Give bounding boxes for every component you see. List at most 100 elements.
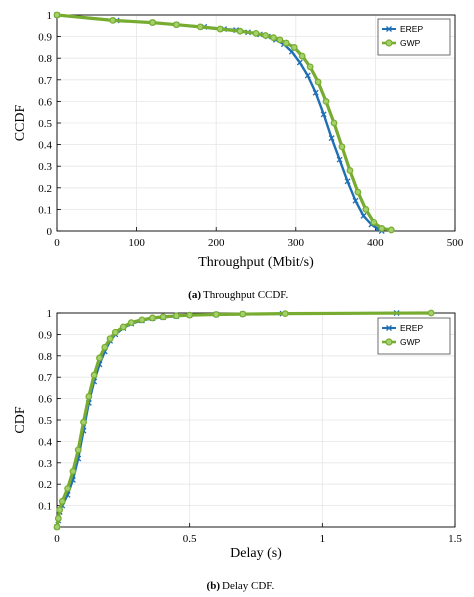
x-marker-stroke <box>312 89 319 96</box>
y-tick-label: 1 <box>47 10 53 22</box>
x-marker-stroke <box>336 156 343 163</box>
data-point-gwp <box>56 506 64 514</box>
data-point-gwp <box>96 354 103 362</box>
data-point-erep <box>336 156 343 163</box>
data-point-gwp <box>80 418 87 426</box>
legend: EREP GWP <box>377 317 451 355</box>
data-point-gwp <box>196 23 204 31</box>
data-point-gwp <box>212 311 220 318</box>
x-axis-label: Delay (s) <box>230 546 282 561</box>
x-marker-stroke <box>320 111 327 118</box>
data-point-gwp <box>330 119 338 127</box>
data-point-gwp <box>101 343 109 351</box>
data-point-gwp <box>387 226 395 234</box>
x-tick-label: 1.5 <box>448 533 462 545</box>
data-point-erep <box>296 59 303 66</box>
y-tick-label: 0.2 <box>38 479 52 491</box>
legend-box <box>377 18 451 56</box>
y-tick-label: 0.3 <box>38 161 52 173</box>
data-point-erep <box>304 72 311 79</box>
data-point-gwp <box>276 36 284 44</box>
caption-a-label: (a) <box>188 289 201 301</box>
data-point-gwp <box>74 446 82 454</box>
legend-label-erep: EREP <box>400 24 423 34</box>
legend-label-gwp: GWP <box>400 38 421 48</box>
y-tick-label: 0.2 <box>38 183 52 195</box>
y-tick-label: 0.1 <box>38 501 52 513</box>
data-point-gwp <box>262 32 269 39</box>
data-point-gwp <box>362 205 370 213</box>
legend-marker-icon <box>386 26 392 32</box>
y-tick-label: 0.7 <box>38 372 52 384</box>
data-point-gwp <box>54 515 62 522</box>
x-marker-stroke <box>360 212 367 219</box>
data-point-gwp <box>127 319 135 327</box>
chart-a: 0 100 200 300 400 500 0 0.1 0.2 0.3 0.4 0.5 0.6 0.7 0.… <box>13 10 464 270</box>
x-marker-stroke <box>344 178 351 185</box>
data-point-gwp <box>111 328 119 336</box>
caption-a-text: Throughput CCDF. <box>203 289 289 301</box>
x-tick-label: 0 <box>54 533 60 545</box>
x-tick-label: 500 <box>447 237 464 249</box>
data-point-gwp <box>53 523 61 531</box>
data-point-gwp <box>90 371 98 379</box>
y-tick-label: 1 <box>47 308 53 320</box>
data-point-gwp <box>290 44 298 51</box>
legend-marker-icon <box>386 325 392 331</box>
y-tick-label: 0.4 <box>38 436 52 448</box>
data-point-gwp <box>427 309 435 317</box>
legend-marker-icon <box>385 39 393 47</box>
data-point-erep <box>320 111 327 118</box>
data-point-gwp <box>186 311 194 319</box>
x-tick-label: 300 <box>288 237 305 249</box>
y-tick-label: 0.8 <box>38 351 52 363</box>
y-axis-label: CCDF <box>13 105 28 142</box>
data-point-gwp <box>159 313 167 321</box>
data-point-erep <box>352 197 359 204</box>
data-point-gwp <box>306 63 314 71</box>
caption-b-label: (b) <box>207 580 221 592</box>
data-point-gwp <box>53 11 61 19</box>
data-point-gwp <box>346 167 354 174</box>
chart-b: 0 0.5 1 1.5 0.1 0.2 0.3 0.4 0.5 0.6 0.7 0.8 0.9 1 Dela… <box>13 308 462 561</box>
data-point-erep <box>344 178 351 185</box>
data-point-gwp <box>149 19 156 26</box>
data-point-gwp <box>149 314 156 322</box>
axes-box <box>56 14 456 232</box>
data-point-gwp <box>172 312 180 320</box>
y-tick-label: 0.6 <box>38 394 52 406</box>
x-tick-label: 0 <box>54 237 60 249</box>
x-marker-stroke <box>352 197 359 204</box>
data-point-gwp <box>85 393 93 400</box>
y-axis-label: CDF <box>13 406 28 433</box>
data-point-gwp <box>138 316 146 324</box>
data-point-gwp <box>58 497 66 505</box>
data-point-gwp <box>281 310 289 318</box>
x-tick-label: 100 <box>128 237 145 249</box>
x-marker-stroke <box>296 59 303 66</box>
data-point-gwp <box>370 218 378 226</box>
legend-box <box>377 317 451 355</box>
data-point-gwp <box>216 25 224 33</box>
data-point-gwp <box>338 143 346 151</box>
data-point-gwp <box>354 188 362 196</box>
legend-label-gwp: GWP <box>400 337 421 347</box>
y-tick-label: 0.7 <box>38 75 52 87</box>
caption-b-text: Delay CDF. <box>222 580 275 592</box>
y-tick-label: 0.8 <box>38 53 52 65</box>
data-point-erep <box>360 212 367 219</box>
data-point-erep <box>328 135 335 142</box>
y-tick-label: 0.1 <box>38 204 52 216</box>
y-tick-label: 0.5 <box>38 415 52 427</box>
data-point-gwp <box>172 21 180 29</box>
x-tick-label: 200 <box>208 237 225 249</box>
data-point-gwp <box>64 485 72 492</box>
data-point-gwp <box>119 323 127 331</box>
data-point-gwp <box>106 335 114 343</box>
y-tick-label: 0 <box>47 226 53 238</box>
legend: EREP GWP <box>377 18 451 56</box>
x-axis-label: Throughput (Mbit/s) <box>198 255 314 270</box>
data-point-gwp <box>239 310 247 318</box>
y-tick-label: 0.3 <box>38 458 52 470</box>
